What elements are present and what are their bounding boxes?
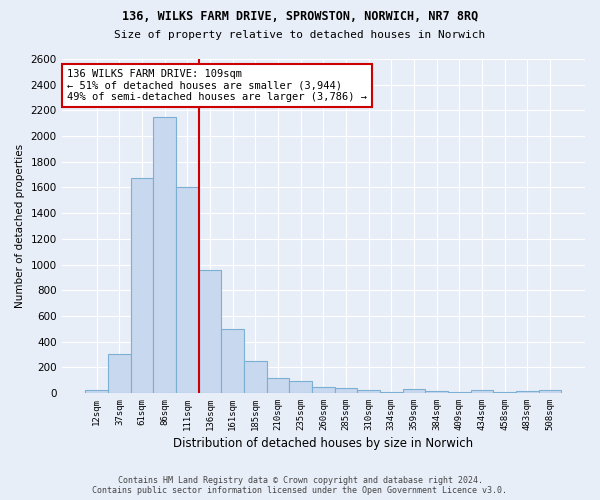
Bar bbox=[221, 328, 244, 393]
Text: Size of property relative to detached houses in Norwich: Size of property relative to detached ho… bbox=[115, 30, 485, 40]
Bar bbox=[470, 390, 493, 393]
Bar bbox=[539, 390, 561, 393]
Text: 136, WILKS FARM DRIVE, SPROWSTON, NORWICH, NR7 8RQ: 136, WILKS FARM DRIVE, SPROWSTON, NORWIC… bbox=[122, 10, 478, 23]
Bar bbox=[289, 380, 312, 393]
Bar bbox=[199, 270, 221, 393]
Bar bbox=[448, 392, 470, 393]
Bar bbox=[425, 391, 448, 393]
X-axis label: Distribution of detached houses by size in Norwich: Distribution of detached houses by size … bbox=[173, 437, 473, 450]
Bar bbox=[176, 188, 199, 393]
Bar bbox=[380, 392, 403, 393]
Bar bbox=[85, 390, 108, 393]
Bar bbox=[131, 178, 154, 393]
Bar bbox=[244, 361, 266, 393]
Bar bbox=[516, 391, 539, 393]
Bar bbox=[403, 389, 425, 393]
Bar bbox=[493, 392, 516, 393]
Bar bbox=[266, 378, 289, 393]
Bar bbox=[358, 390, 380, 393]
Bar bbox=[154, 117, 176, 393]
Bar bbox=[108, 354, 131, 393]
Bar bbox=[335, 388, 358, 393]
Y-axis label: Number of detached properties: Number of detached properties bbox=[15, 144, 25, 308]
Text: 136 WILKS FARM DRIVE: 109sqm
← 51% of detached houses are smaller (3,944)
49% of: 136 WILKS FARM DRIVE: 109sqm ← 51% of de… bbox=[67, 69, 367, 102]
Text: Contains HM Land Registry data © Crown copyright and database right 2024.
Contai: Contains HM Land Registry data © Crown c… bbox=[92, 476, 508, 495]
Bar bbox=[312, 386, 335, 393]
